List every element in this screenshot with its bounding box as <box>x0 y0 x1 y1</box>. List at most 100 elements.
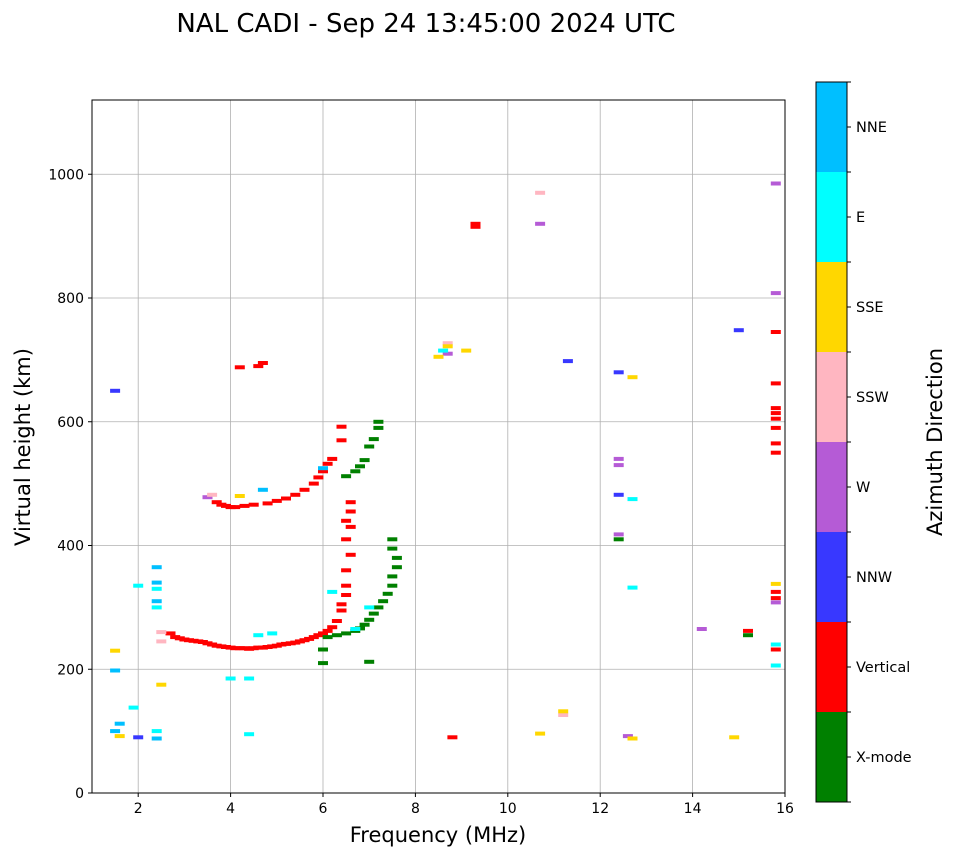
data-point-vertical-67 <box>234 365 245 370</box>
data-point-x-mode-108 <box>359 458 370 463</box>
data-point-vertical-45 <box>341 518 352 523</box>
data-point-e-159 <box>327 589 338 594</box>
data-point-vertical-57 <box>281 496 291 501</box>
data-point-vertical-61 <box>313 475 324 480</box>
data-point-w-129 <box>770 600 781 605</box>
data-point-e-160 <box>350 627 361 631</box>
data-point-ssw-132 <box>535 190 546 195</box>
data-point-x-mode-107 <box>355 464 365 469</box>
data-point-vertical-33 <box>318 631 328 636</box>
data-point-e-166 <box>253 633 264 638</box>
data-point-x-mode-104 <box>364 659 375 664</box>
data-point-vertical-68 <box>253 364 264 369</box>
data-point-vertical-84 <box>743 628 753 633</box>
colorbar-label-0: X-mode <box>856 750 912 766</box>
data-point-x-mode-106 <box>350 469 361 474</box>
data-point-vertical-39 <box>341 593 352 597</box>
data-point-ssw-133 <box>442 341 453 346</box>
data-point-e-151 <box>438 348 449 353</box>
data-point-sse-148 <box>110 648 121 653</box>
data-point-sse-140 <box>433 354 444 359</box>
data-point-vertical-59 <box>299 487 310 492</box>
data-point-e-165 <box>128 705 139 710</box>
colorbar-segment-7 <box>816 82 847 172</box>
data-point-sse-146 <box>729 735 740 740</box>
data-point-nnw-115 <box>110 388 121 393</box>
data-point-vertical-43 <box>341 537 352 542</box>
y-axis-label: Virtual height (km) <box>11 348 35 546</box>
data-point-vertical-62 <box>318 469 328 474</box>
data-point-nnw-118 <box>613 492 624 497</box>
data-point-nnw-120 <box>133 735 144 740</box>
data-point-nne-172 <box>151 565 162 570</box>
colorbar-label-3: W <box>856 480 870 496</box>
data-point-w-122 <box>535 221 546 226</box>
data-point-vertical-35 <box>327 625 338 630</box>
colorbar-segment-6 <box>816 172 847 262</box>
colorbar-label-5: SSE <box>856 300 884 316</box>
data-point-sse-145 <box>627 736 638 741</box>
data-point-ssw-134 <box>558 713 569 717</box>
data-point-vertical-60 <box>308 481 319 486</box>
data-point-w-127 <box>770 181 781 186</box>
data-point-sse-150 <box>234 494 245 498</box>
data-point-vertical-41 <box>341 568 352 573</box>
data-point-w-126 <box>696 627 707 631</box>
data-point-vertical-40 <box>341 583 352 588</box>
data-point-vertical-72 <box>447 735 458 740</box>
colorbar-segment-1 <box>816 622 847 712</box>
data-point-nne-177 <box>318 466 328 471</box>
data-point-e-152 <box>627 497 638 502</box>
data-point-nne-171 <box>151 736 162 741</box>
colorbar-frame <box>815 81 848 803</box>
data-point-nne-169 <box>110 729 121 734</box>
data-point-nne-174 <box>151 599 162 604</box>
x-tick-label-4: 10 <box>499 801 517 817</box>
colorbar-title: Azimuth Direction <box>923 348 947 536</box>
data-point-vertical-53 <box>239 503 250 508</box>
data-point-nnw-116 <box>562 359 573 364</box>
data-point-vertical-54 <box>248 502 259 507</box>
data-point-vertical-44 <box>345 524 356 529</box>
data-point-vertical-77 <box>770 416 781 421</box>
colorbar-label-2: NNW <box>856 570 892 586</box>
data-point-x-mode-105 <box>341 474 352 479</box>
y-tick-label-2: 400 <box>57 539 84 555</box>
data-point-x-mode-94 <box>368 611 379 616</box>
data-point-w-125 <box>613 532 624 537</box>
data-point-x-mode-112 <box>373 419 384 424</box>
data-point-vertical-69 <box>257 361 268 365</box>
x-axis-ticks: 2 4 6 8 10 12 14 16 <box>134 793 794 817</box>
data-point-vertical-76 <box>770 411 781 416</box>
x-tick-label-6: 14 <box>684 801 702 817</box>
data-point-vertical-64 <box>327 456 338 461</box>
y-tick-label-0: 0 <box>75 786 84 802</box>
data-point-w-123 <box>613 456 624 461</box>
data-point-w-131 <box>202 495 213 500</box>
data-point-x-mode-95 <box>373 605 384 610</box>
data-point-sse-138 <box>442 344 453 349</box>
data-point-x-mode-97 <box>382 591 393 596</box>
data-point-vertical-80 <box>770 450 781 455</box>
data-point-vertical-75 <box>770 406 781 411</box>
data-point-vertical-48 <box>211 500 222 505</box>
data-point-sse-139 <box>461 348 472 353</box>
data-point-e-167 <box>267 631 278 636</box>
data-point-x-mode-86 <box>318 661 328 666</box>
data-point-nnw-119 <box>733 328 744 333</box>
data-point-e-155 <box>770 663 781 668</box>
data-point-x-mode-100 <box>391 565 402 570</box>
y-tick-label-3: 600 <box>57 415 84 431</box>
data-point-sse-142 <box>770 581 781 586</box>
colorbar-segment-4 <box>816 352 847 442</box>
data-point-x-mode-98 <box>387 583 398 588</box>
data-point-vertical-46 <box>345 509 356 514</box>
data-point-vertical-34 <box>322 628 333 633</box>
colorbar-label-1: Vertical <box>856 660 910 676</box>
data-point-sse-141 <box>627 375 638 380</box>
data-point-w-124 <box>613 463 624 468</box>
data-point-x-mode-109 <box>364 444 375 449</box>
colorbar-segment-0 <box>816 712 847 802</box>
data-point-w-128 <box>770 291 781 296</box>
